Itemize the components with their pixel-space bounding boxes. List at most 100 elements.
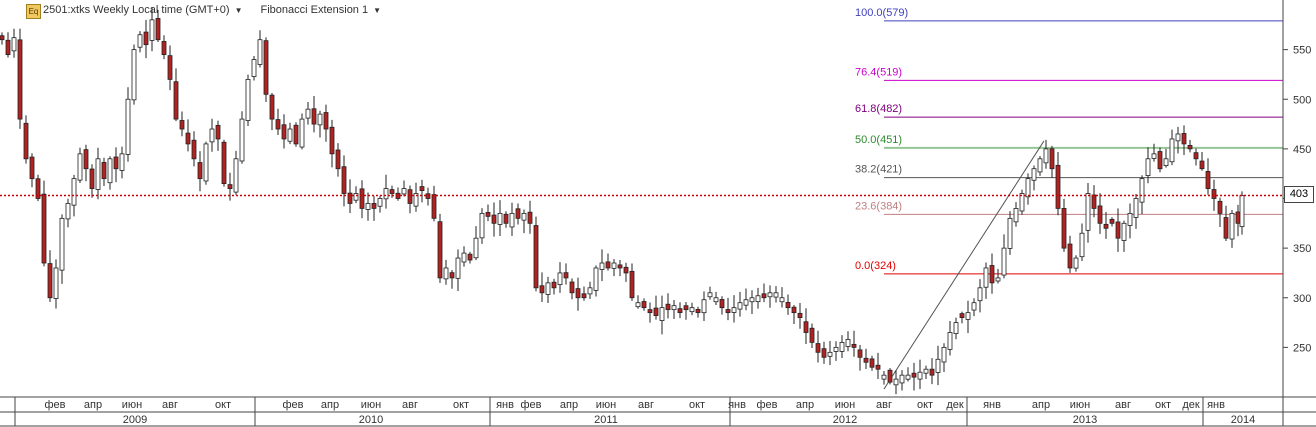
chart-toolbar: Eq 2501:xtks Weekly Local time (GMT+0) ▼… xyxy=(0,0,381,20)
month-label: июн xyxy=(361,399,381,411)
candle-body xyxy=(935,358,941,373)
candle-body xyxy=(419,186,425,191)
candle-body xyxy=(959,313,965,319)
candle-body xyxy=(203,143,209,182)
candle-body xyxy=(587,287,593,295)
candle-body xyxy=(815,343,821,353)
candle-body xyxy=(953,322,959,334)
candle-body xyxy=(917,371,923,380)
candle-body xyxy=(569,281,575,294)
month-label: янв xyxy=(983,399,1001,411)
caret-down-icon[interactable]: ▼ xyxy=(234,5,243,15)
price-tick-label: 350 xyxy=(1293,243,1311,255)
fib-level-label: 61.8(482) xyxy=(855,103,902,115)
candle-body xyxy=(335,149,341,170)
candle-body xyxy=(1115,221,1121,239)
month-label: авг xyxy=(402,399,418,411)
candle-body xyxy=(437,221,443,279)
candle-body xyxy=(1187,144,1193,150)
month-label: апр xyxy=(1032,399,1050,411)
candle-body xyxy=(941,346,947,363)
candle-body xyxy=(383,188,389,200)
candle-body xyxy=(623,266,629,274)
candle-body xyxy=(995,277,1001,282)
candle-body xyxy=(1067,243,1073,269)
candle-body xyxy=(1037,158,1043,173)
candle-body xyxy=(353,193,359,201)
month-label: янв xyxy=(496,399,514,411)
candle-body xyxy=(779,297,785,303)
candle-body xyxy=(1109,218,1115,224)
candle-body xyxy=(767,292,773,298)
candle-body xyxy=(407,189,413,204)
candle-body xyxy=(257,39,263,65)
candle-body xyxy=(1097,205,1103,224)
candle-body xyxy=(893,378,899,386)
equity-icon[interactable]: Eq xyxy=(26,4,41,19)
candle-body xyxy=(185,132,191,145)
candle-body xyxy=(857,349,863,358)
candle-body xyxy=(329,126,335,155)
candle-body xyxy=(41,193,47,264)
candle-body xyxy=(125,98,131,155)
candle-body xyxy=(161,41,167,55)
candle-body xyxy=(431,194,437,219)
fib-level-label: 0.0(324) xyxy=(855,260,896,272)
candle-body xyxy=(1145,158,1151,176)
candle-body xyxy=(1229,212,1235,240)
candle-body xyxy=(1211,189,1217,199)
candle-body xyxy=(35,178,41,199)
month-label: окт xyxy=(1155,399,1171,411)
candle-body xyxy=(1085,193,1091,231)
candle-body xyxy=(947,332,953,350)
candle-body xyxy=(293,124,299,145)
candle-body xyxy=(503,213,509,224)
caret-down-icon[interactable]: ▼ xyxy=(373,5,382,15)
candle-body xyxy=(1199,160,1205,170)
candle-body xyxy=(851,343,857,348)
candle-body xyxy=(731,307,737,313)
candle-body xyxy=(659,307,665,321)
candle-body xyxy=(389,189,395,194)
candle-body xyxy=(827,351,833,357)
candle-body xyxy=(527,211,533,224)
candle-body xyxy=(683,305,689,311)
candle-body xyxy=(725,309,731,314)
candle-body xyxy=(599,262,605,270)
price-axis[interactable]: 250300350400450500550 xyxy=(1282,0,1311,397)
candle-body xyxy=(875,364,881,370)
candle-body xyxy=(845,339,851,347)
month-label: фев xyxy=(282,399,303,411)
year-label: 2010 xyxy=(359,414,383,426)
candle-body xyxy=(1001,247,1007,276)
year-label: 2012 xyxy=(833,414,857,426)
candle-body xyxy=(59,217,65,271)
time-axis[interactable]: фев апр июн авг окт фев апр июн авг окт янв фев апр и… xyxy=(0,396,1316,427)
instrument-title[interactable]: 2501:xtks Weekly Local time (GMT+0) xyxy=(43,4,230,16)
candle-body xyxy=(1139,178,1145,203)
candle-body xyxy=(1031,168,1037,181)
candle-body xyxy=(281,124,287,140)
candle-body xyxy=(215,124,221,140)
candles xyxy=(0,7,1245,395)
candle-body xyxy=(239,118,245,162)
month-label: фев xyxy=(520,399,541,411)
candle-body xyxy=(1079,232,1085,258)
month-label: дек xyxy=(946,399,964,411)
fibonacci-trend-line[interactable] xyxy=(883,140,1045,390)
month-label: окт xyxy=(689,399,705,411)
candle-body xyxy=(971,302,977,311)
indicator-name[interactable]: Fibonacci Extension 1 xyxy=(260,4,369,16)
candle-body xyxy=(473,237,479,259)
candle-body xyxy=(1049,148,1055,170)
fib-level-label: 23.6(384) xyxy=(855,200,902,212)
candle-body xyxy=(347,192,353,204)
candle-body xyxy=(137,34,143,48)
candle-body xyxy=(1013,208,1019,223)
candle-body xyxy=(191,139,197,160)
candle-body xyxy=(905,374,911,380)
month-label: апр xyxy=(84,399,102,411)
candle-body xyxy=(617,264,623,269)
